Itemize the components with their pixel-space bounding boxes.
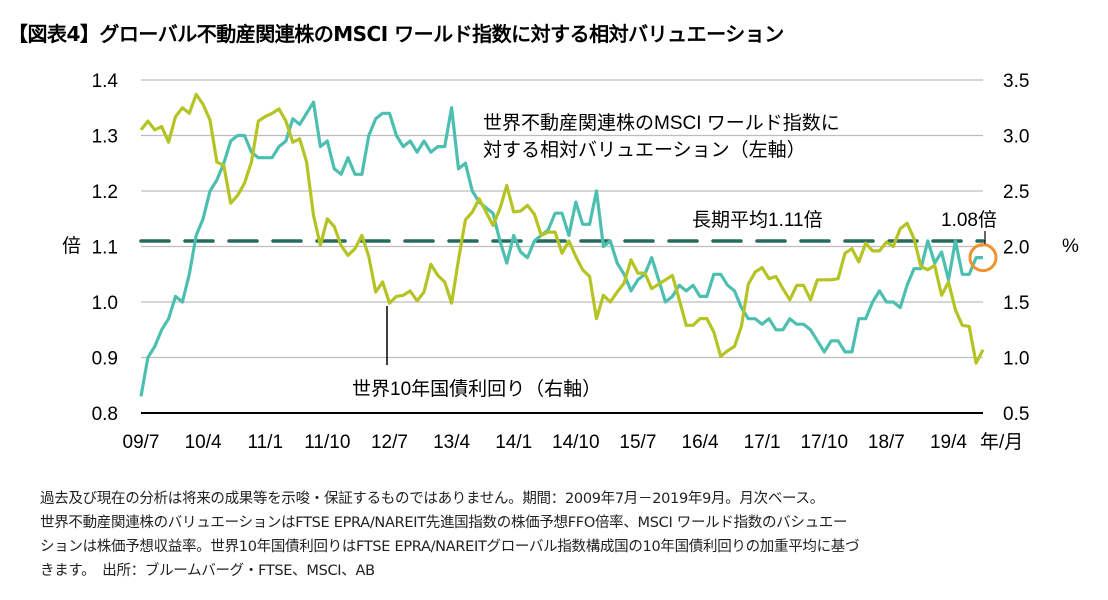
right-axis-unit: % [1062,236,1079,257]
x-tick-label: 11/1 [247,432,283,453]
labels: 倍 % 年/月 世界不動産関連株のMSCI ワールド指数に 対する相対バリュエー… [62,112,1079,453]
axes: 0.8 0.9 1.0 1.1 1.2 1.3 1.4 0.5 1.0 1.5 2.0 2.5 3.0 3… [92,71,1030,453]
right-tick-label: 0.5 [1003,404,1029,425]
left-tick-label: 1.2 [92,182,118,203]
right-tick-label: 3.5 [1003,71,1029,92]
footnote-line-1: 過去及び現在の分析は将来の成果等を示唆・保証するものではありません。期間：200… [40,491,824,507]
left-tick-label: 1.1 [92,238,118,259]
left-tick-label: 0.9 [92,349,118,370]
left-tick-label: 1.0 [92,293,118,314]
footnote-line-2: 世界不動産関連株のバリュエーションはFTSE EPRA/NAREIT先進国指数の… [40,515,848,531]
latest-value-label: 1.08倍 [941,209,997,231]
series-line-yield [139,92,985,365]
series-label-valuation-line2: 対する相対バリュエーション（左軸） [483,139,806,161]
x-tick-label: 11/10 [304,432,350,453]
right-tick-label: 3.0 [1003,127,1029,148]
x-tick-label: 17/1 [744,432,781,453]
footnote-line-4: きます。 出所：ブルームバーグ・FTSE、MSCI、AB [40,563,375,579]
right-tick-label: 1.5 [1003,293,1029,314]
series-label-valuation-line1: 世界不動産関連株のMSCI ワールド指数に [483,112,840,134]
x-tick-label: 10/4 [185,432,222,453]
x-tick-label: 19/4 [930,432,967,453]
x-tick-label: 15/7 [619,432,656,453]
footnote-line-3: ションは株価予想収益率。世界10年国債利回りはFTSE EPRA/NAREITグ… [40,539,860,555]
right-tick-label: 1.0 [1003,349,1029,370]
x-tick-label: 16/4 [682,432,719,453]
series-line-valuation [139,100,983,397]
left-axis-unit: 倍 [62,235,81,257]
left-tick-label: 1.3 [92,127,118,148]
x-tick-label: 12/7 [371,432,408,453]
reference-line-label: 長期平均1.11倍 [692,209,823,231]
x-tick-label: 14/10 [552,432,600,453]
x-axis-unit: 年/月 [980,431,1023,453]
left-tick-label: 0.8 [92,404,118,425]
x-tick-label: 09/7 [123,432,160,453]
latest-point-highlight [968,243,998,273]
chart-title: 【図表4】グローバル不動産関連株のMSCI ワールド指数に対する相対バリュエーシ… [8,22,784,46]
x-tick-label: 13/4 [433,432,470,453]
x-tick-label: 18/7 [868,432,905,453]
right-tick-label: 2.5 [1003,182,1029,203]
series-label-yield: 世界10年国債利回り（右軸） [352,378,601,400]
x-tick-label: 14/1 [495,432,532,453]
gridlines [141,79,983,359]
chart: 0.8 0.9 1.0 1.1 1.2 1.3 1.4 0.5 1.0 1.5 2.0 2.5 3.0 3… [62,71,1079,453]
right-tick-label: 2.0 [1003,238,1029,259]
left-tick-label: 1.4 [92,71,119,92]
series-group [139,92,998,397]
x-tick-label: 17/10 [800,432,848,453]
